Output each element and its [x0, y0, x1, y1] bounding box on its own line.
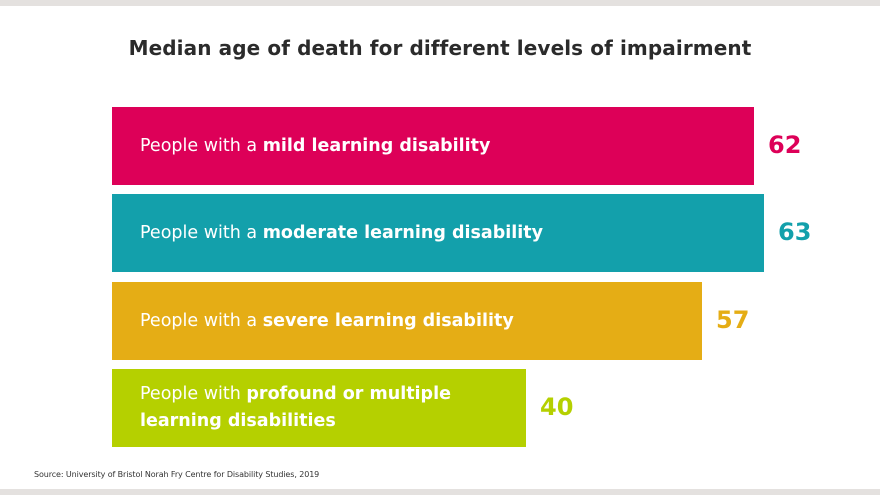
bar-label-prefix: People with a — [140, 310, 263, 331]
bar-label-emphasis-line2: learning disabilities — [140, 411, 336, 431]
bar-label-prefix: People with a — [140, 135, 263, 156]
bar-label-prefix: People with — [140, 384, 247, 404]
bar-value-label: 63 — [778, 218, 812, 246]
chart-title: Median age of death for different levels… — [128, 36, 752, 60]
bar-3: People with a severe learning disability — [112, 282, 702, 360]
bar-label-emphasis: moderate learning disability — [262, 222, 543, 243]
source-note: Source: University of Bristol Norah Fry … — [34, 470, 320, 479]
bar-4: People with profound or multiple learning… — [112, 369, 526, 447]
top-border — [0, 0, 880, 6]
bar-2: People with a moderate learning disabili… — [112, 194, 764, 272]
bar-label-emphasis: mild learning disability — [262, 135, 491, 156]
bar-value-label: 62 — [768, 131, 802, 159]
bar-value-label: 40 — [540, 393, 574, 421]
bar-label: People with a mild learning disability — [140, 133, 490, 160]
bar-label: People with a severe learning disability — [140, 308, 514, 335]
bar-value-label: 57 — [716, 306, 750, 334]
bar-label-prefix: People with a — [140, 222, 263, 243]
bar-label: People with a moderate learning disabili… — [140, 220, 543, 247]
bottom-border — [0, 489, 880, 495]
bar-label-emphasis: profound or multiple — [246, 384, 451, 404]
bar-1: People with a mild learning disability — [112, 107, 754, 185]
bar-label-emphasis: severe learning disability — [262, 310, 514, 331]
bar-label: People with profound or multiple learning… — [140, 381, 451, 435]
